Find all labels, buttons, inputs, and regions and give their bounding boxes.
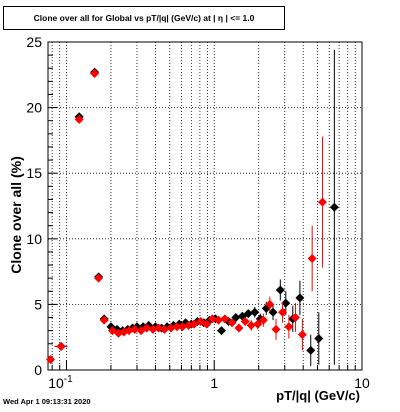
data-point [314,334,324,344]
data-point [297,330,307,340]
chart-title: Clone over all for Global vs pT/|q| (GeV… [3,6,285,30]
data-point [130,324,140,334]
y-tick-label: 15 [26,165,42,181]
data-point [275,285,285,295]
data-point [172,322,182,332]
data-point [250,307,260,317]
data-point [214,315,224,325]
data-point [178,322,188,332]
data-point [317,197,327,207]
y-tick-labels: 0 5 10 15 20 25 [26,34,42,378]
timestamp: Wed Apr 1 09:13:31 2020 [3,397,91,406]
y-tick-label: 20 [26,100,42,116]
series-red [46,68,327,365]
x-tick-label: 10-1 [48,374,73,391]
data-point [202,319,212,329]
data-point [253,319,263,329]
data-point [207,314,217,324]
data-point [268,307,278,317]
grid-lines [48,42,362,370]
x-axis-label: pT/|q| (GeV/c) [276,388,360,403]
data-point [265,299,275,309]
data-point [56,341,66,351]
data-point [166,323,176,333]
data-point [220,314,230,324]
data-point [246,320,256,330]
data-point [154,323,164,333]
data-point [217,326,227,336]
data-point [240,316,250,326]
data-point [281,298,291,308]
data-point [278,307,288,317]
y-axis-label: Clone over all (%) [8,156,24,274]
data-point [291,313,301,323]
y-tick-label: 25 [26,34,42,50]
y-tick-label: 5 [34,296,42,312]
y-tick-label: 10 [26,231,42,247]
data-point [142,323,152,333]
data-series [46,49,339,367]
data-point [46,355,56,365]
x-tick-label: 1 [210,375,218,391]
plot-frame [47,41,363,371]
data-point [329,202,339,212]
data-point [94,273,104,283]
data-point [159,324,169,334]
data-point [243,309,253,319]
data-point [99,315,109,325]
data-point [306,345,316,355]
y-tick-label: 0 [34,362,42,378]
data-point [227,318,237,328]
data-point [258,315,268,325]
data-point [284,322,294,332]
data-point [234,323,244,333]
data-point [189,319,199,329]
data-point [271,324,281,334]
x-tick-label: 10 [354,375,370,391]
x-tick-labels: 10-1 1 10 [48,374,370,391]
data-point [90,68,100,78]
data-point [307,253,317,263]
data-point [74,114,84,124]
data-point [231,313,241,323]
data-point [295,293,305,303]
axis-ticks [48,41,363,371]
